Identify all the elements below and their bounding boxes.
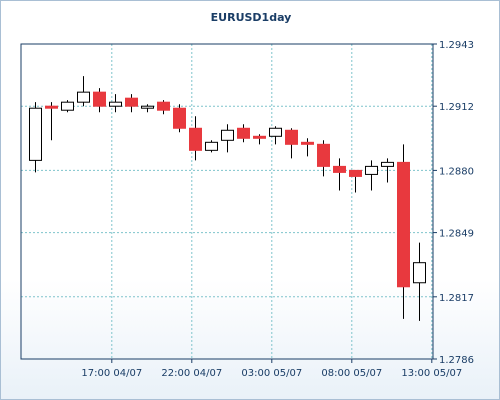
candle-5 bbox=[109, 94, 122, 113]
candle-15 bbox=[269, 126, 282, 145]
candle-0 bbox=[29, 102, 42, 173]
candle-body-17 bbox=[301, 141, 314, 145]
candle-12 bbox=[221, 124, 234, 153]
candle-1 bbox=[45, 102, 58, 141]
y-tick-label-4: 1.2817 bbox=[439, 293, 474, 304]
candle-20 bbox=[349, 169, 362, 193]
candle-body-6 bbox=[125, 97, 138, 107]
candle-body-23 bbox=[397, 161, 410, 288]
candle-23 bbox=[397, 144, 410, 319]
candle-13 bbox=[237, 124, 250, 143]
candle-body-21 bbox=[365, 165, 378, 175]
candle-body-4 bbox=[93, 91, 106, 107]
candle-body-18 bbox=[317, 143, 330, 167]
candle-body-11 bbox=[205, 141, 218, 151]
candle-body-2 bbox=[61, 101, 74, 111]
y-tick-label-5: 1.2786 bbox=[439, 355, 474, 366]
candle-body-15 bbox=[269, 127, 282, 137]
candle-body-20 bbox=[349, 169, 362, 177]
candle-body-24 bbox=[413, 262, 426, 284]
candle-8 bbox=[157, 100, 170, 115]
candle-22 bbox=[381, 158, 394, 183]
y-tick-label-2: 1.2880 bbox=[439, 166, 474, 177]
x-tick-label-0: 17:00 04/07 bbox=[81, 368, 142, 379]
x-axis: 17:00 04/07 22:00 04/07 03:00 05/07 08:00 0… bbox=[81, 359, 462, 379]
candle-10 bbox=[189, 116, 202, 161]
x-tick-label-4: 13:00 05/07 bbox=[401, 368, 462, 379]
candle-3 bbox=[77, 76, 90, 107]
candle-14 bbox=[253, 134, 266, 145]
chart-title: EURUSD1day bbox=[211, 11, 292, 24]
candle-6 bbox=[125, 94, 138, 113]
candle-7 bbox=[141, 104, 154, 113]
grid bbox=[21, 43, 433, 360]
y-tick-label-3: 1.2849 bbox=[439, 229, 474, 240]
candle-24 bbox=[413, 242, 426, 321]
candle-body-8 bbox=[157, 101, 170, 111]
candle-body-0 bbox=[29, 107, 42, 161]
candle-body-16 bbox=[285, 129, 298, 145]
candle-body-10 bbox=[189, 127, 202, 151]
y-tick-label-1: 1.2912 bbox=[439, 102, 474, 113]
candles bbox=[29, 76, 426, 321]
candle-body-13 bbox=[237, 127, 250, 139]
candle-4 bbox=[93, 88, 106, 113]
candle-body-7 bbox=[141, 105, 154, 109]
candle-body-14 bbox=[253, 135, 266, 139]
candle-body-12 bbox=[221, 129, 234, 141]
candle-17 bbox=[301, 138, 314, 157]
candle-9 bbox=[173, 104, 186, 133]
plot-area-border bbox=[20, 43, 434, 360]
candle-16 bbox=[285, 128, 298, 159]
y-axis: 1.2943 1.2912 1.2880 1.2849 1.2817 1.2786 bbox=[433, 40, 474, 366]
candle-19 bbox=[333, 158, 346, 191]
candle-body-22 bbox=[381, 161, 394, 167]
x-tick-label-1: 22:00 04/07 bbox=[161, 368, 222, 379]
candle-21 bbox=[365, 160, 378, 191]
x-tick-label-3: 08:00 05/07 bbox=[321, 368, 382, 379]
candle-2 bbox=[61, 100, 74, 113]
candle-body-19 bbox=[333, 165, 346, 173]
candle-body-5 bbox=[109, 101, 122, 107]
candle-18 bbox=[317, 140, 330, 177]
candle-body-9 bbox=[173, 107, 186, 129]
candle-body-1 bbox=[45, 105, 58, 109]
candle-11 bbox=[205, 140, 218, 153]
candle-body-3 bbox=[77, 91, 90, 103]
y-tick-label-0: 1.2943 bbox=[439, 40, 474, 51]
x-tick-label-2: 03:00 05/07 bbox=[241, 368, 302, 379]
